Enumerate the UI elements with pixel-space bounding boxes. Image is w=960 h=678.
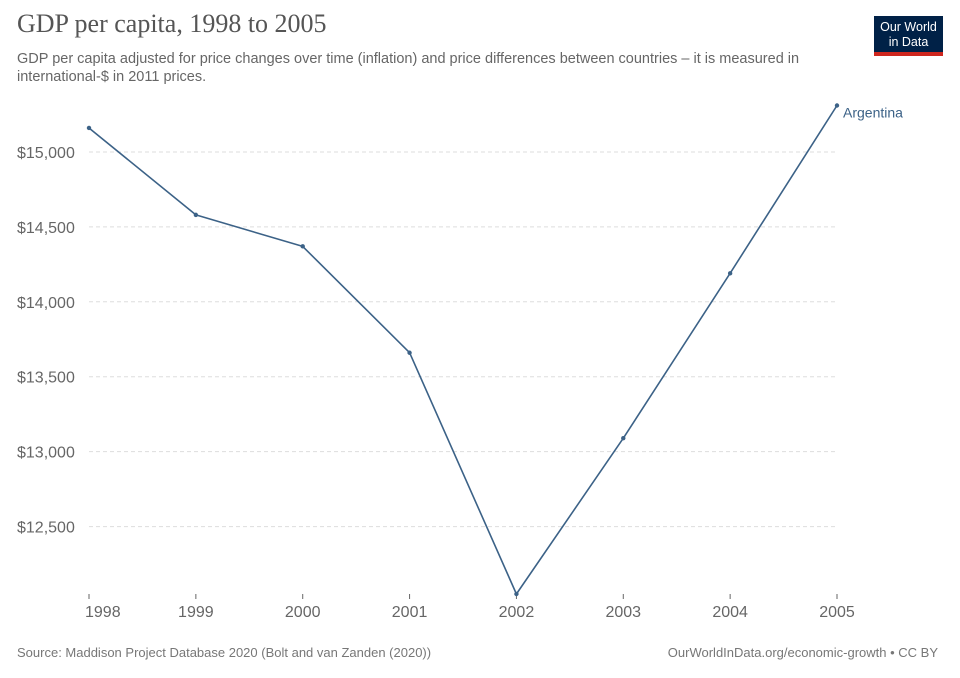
y-tick-label: $13,500 xyxy=(17,370,75,387)
y-tick-label: $12,500 xyxy=(17,520,75,537)
series-label: Argentina xyxy=(843,104,903,120)
data-point xyxy=(86,125,92,131)
x-tick-label: 2000 xyxy=(285,604,321,621)
x-tick-label: 1998 xyxy=(85,604,121,621)
x-tick-label: 2003 xyxy=(605,604,641,621)
x-axis: 1998 1999 2000 2001 2002 2003 2004 2005 xyxy=(85,594,855,621)
data-point xyxy=(727,271,733,276)
y-axis: $12,500 $13,000 $13,500 $14,000 $14,500 $15,0… xyxy=(17,145,75,537)
data-point xyxy=(300,244,305,249)
data-point xyxy=(621,435,626,441)
gridlines xyxy=(89,151,837,528)
series-group: Argentina xyxy=(86,103,903,597)
y-tick-label: $13,000 xyxy=(17,445,75,462)
credit-link[interactable]: OurWorldInData.org/economic-growth • CC … xyxy=(667,645,938,660)
x-tick-label: 2005 xyxy=(819,604,855,621)
logo-line-1: Our World xyxy=(880,20,937,34)
data-point xyxy=(407,350,412,355)
y-tick-label: $15,000 xyxy=(17,145,75,162)
x-tick-label: 2001 xyxy=(392,604,428,621)
chart-title: GDP per capita, 1998 to 2005 xyxy=(17,9,327,38)
owid-logo[interactable]: Our World in Data xyxy=(874,16,943,56)
logo-line-2: in Data xyxy=(888,35,929,49)
y-tick-label: $14,500 xyxy=(17,220,75,237)
data-point xyxy=(193,212,199,218)
y-tick-label: $14,000 xyxy=(17,295,75,312)
series-line-argentina xyxy=(88,105,838,595)
chart-subtitle: GDP per capita adjusted for price change… xyxy=(17,51,800,85)
data-point xyxy=(834,103,840,108)
x-tick-label: 2004 xyxy=(712,604,748,621)
data-point xyxy=(514,591,519,597)
x-tick-label: 1999 xyxy=(178,604,214,621)
x-tick-label: 2002 xyxy=(499,604,535,621)
source-note[interactable]: Source: Maddison Project Database 2020 (… xyxy=(17,645,432,660)
